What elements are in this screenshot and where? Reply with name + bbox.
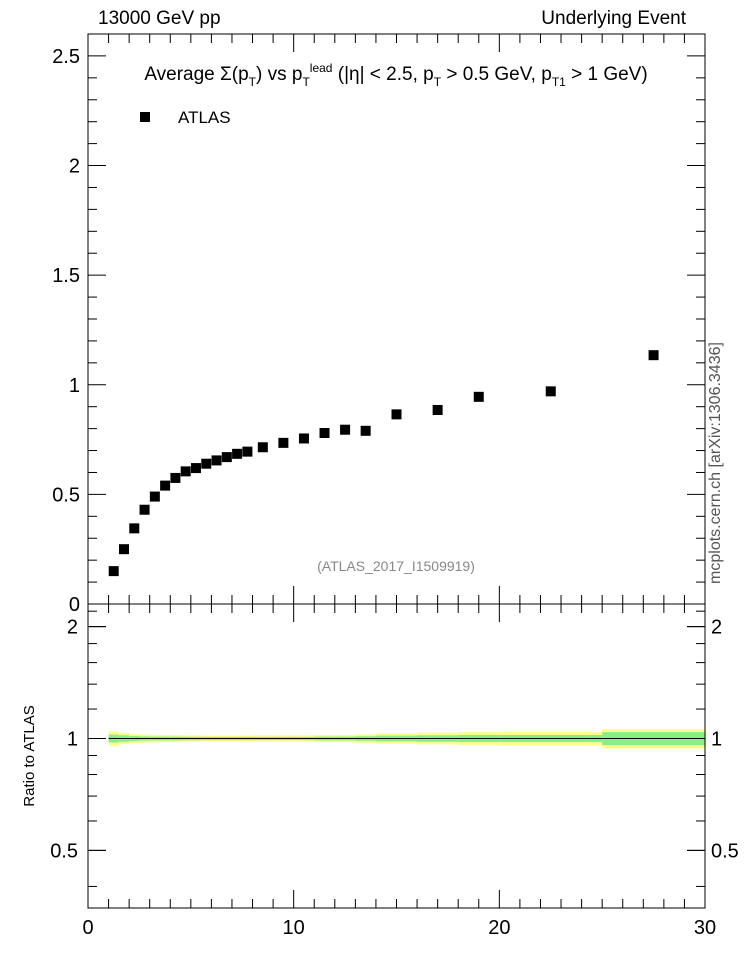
data-point — [473, 391, 484, 402]
legend-label: ATLAS — [178, 108, 231, 127]
data-point — [319, 428, 330, 438]
data-point — [170, 472, 181, 483]
main-y-tick-label: 2.5 — [52, 46, 80, 68]
data-point — [149, 491, 160, 502]
main-panel: 0 0.5 1 1.5 2 2.5 Average Σ(pT) vs pTlead (|η… — [52, 33, 706, 616]
main-y-tick-label: 0 — [69, 594, 80, 616]
data-point — [180, 466, 191, 477]
data-point — [432, 404, 443, 415]
ratio-y-axis-label: Ratio to ATLAS — [21, 705, 38, 806]
legend: ATLAS — [140, 108, 231, 127]
analysis-watermark: (ATLAS_2017_I1509919) — [317, 558, 475, 574]
ratio-panel: 0.5 0.5 1 1 2 2 0 10 20 30 Ratio to ATLAS — [21, 603, 739, 939]
main-y-tick-label: 2 — [69, 156, 80, 178]
ratio-y-tick-label-right: 1 — [711, 728, 722, 750]
data-point — [232, 448, 243, 459]
data-point — [242, 446, 253, 457]
data-point — [160, 480, 171, 491]
data-point — [108, 566, 119, 577]
main-title: Average Σ(pT) vs pTlead (|η| < 2.5, pT >… — [144, 61, 647, 89]
data-point — [340, 424, 351, 435]
header-left-label: 13000 GeV pp — [98, 8, 221, 29]
ratio-plot-frame — [87, 603, 706, 909]
x-tick-label: 30 — [694, 917, 716, 939]
data-point — [257, 442, 268, 453]
ratio-y-tick-label: 2 — [67, 617, 78, 639]
ratio-y-tick-label: 0.5 — [50, 840, 78, 862]
data-point — [298, 433, 309, 444]
ratio-y-tick-label-right: 0.5 — [711, 840, 739, 862]
ratio-y-tick-label: 1 — [67, 728, 78, 750]
data-point — [391, 409, 402, 420]
ratio-y-tick-label-right: 2 — [711, 617, 722, 639]
main-y-tick-label: 1.5 — [52, 265, 80, 287]
x-tick-label: 10 — [283, 917, 305, 939]
data-point — [211, 455, 222, 466]
main-y-tick-label: 0.5 — [52, 484, 80, 506]
data-point — [139, 504, 150, 515]
data-point — [190, 463, 201, 474]
legend-marker — [140, 112, 150, 122]
header-right-label: Underlying Event — [541, 8, 686, 29]
data-point — [648, 350, 659, 361]
x-tick-label: 0 — [82, 917, 93, 939]
data-point — [278, 437, 289, 448]
data-point — [360, 425, 371, 436]
x-tick-label: 20 — [488, 917, 510, 939]
data-point — [118, 544, 129, 555]
main-y-tick-label: 1 — [69, 375, 80, 397]
data-point — [129, 523, 140, 534]
data-point — [201, 458, 212, 469]
data-point — [221, 452, 232, 463]
data-point — [545, 386, 556, 397]
